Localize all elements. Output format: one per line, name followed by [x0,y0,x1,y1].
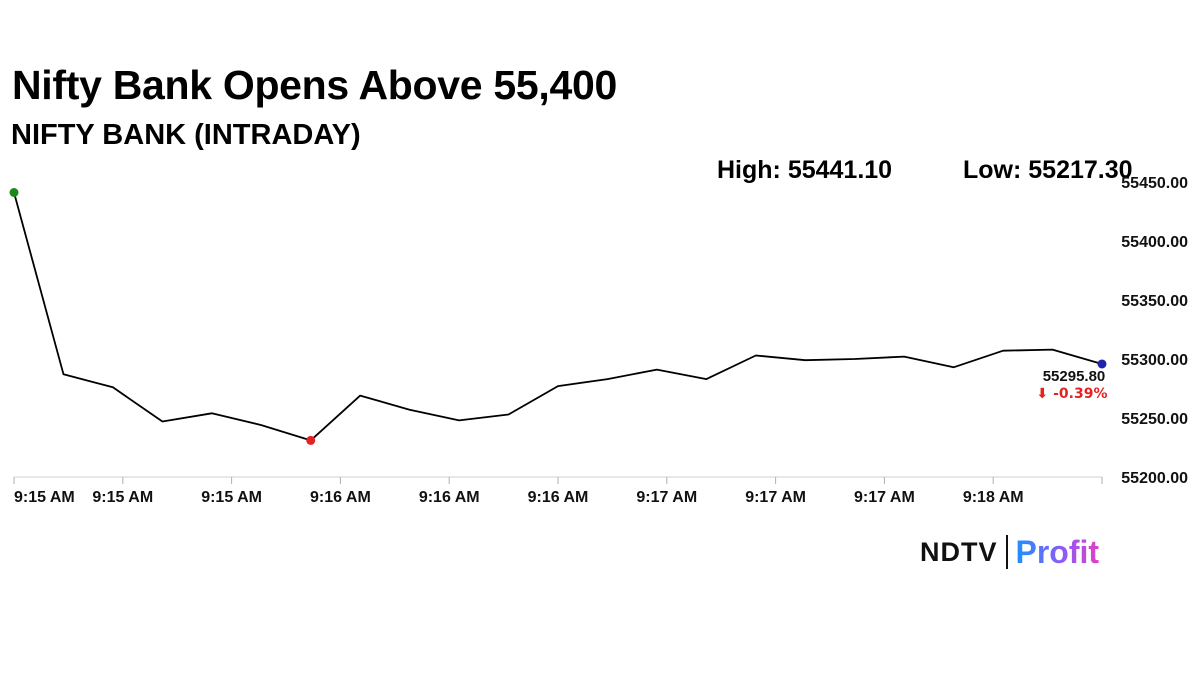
series-line [13,192,1103,442]
x-tick-label: 9:17 AM [745,489,806,506]
x-tick-label: 9:17 AM [854,489,915,506]
x-tick-label: 9:16 AM [528,489,589,506]
y-tick-label: 55300.00 [1121,352,1188,369]
last-point-marker [1097,359,1107,369]
logo-separator [1005,535,1008,569]
chart-subtitle: NIFTY BANK (INTRADAY) [11,119,361,151]
y-tick-label: 55200.00 [1121,470,1188,487]
low-point-marker [306,435,316,445]
high-value: High: 55441.10 [717,156,893,184]
y-tick-label: 55400.00 [1121,234,1188,251]
ndtv-profit-logo: NDTV Profit [920,534,1099,570]
x-tick-label: 9:16 AM [419,489,480,506]
x-tick-label: 9:16 AM [310,489,371,506]
change-percent-label: ⬇ -0.39% [1037,386,1108,402]
x-tick-label: 9:15 AM [14,489,75,506]
profit-logo-text: Profit [1015,533,1100,570]
low-value: Low: 55217.30 [963,156,1133,184]
y-tick-label: 55450.00 [1121,175,1188,192]
x-tick-label: 9:17 AM [636,489,697,506]
x-tick-label: 9:15 AM [201,489,262,506]
high-point-marker [9,188,19,198]
x-tick-label: 9:18 AM [963,489,1024,506]
chart-title: Nifty Bank Opens Above 55,400 [12,62,617,108]
y-tick-label: 55350.00 [1121,293,1188,310]
last-value-label: 55295.80 [1043,368,1106,385]
x-tick-label: 9:15 AM [92,489,153,506]
ndtv-logo-text: NDTV [920,536,998,567]
y-tick-label: 55250.00 [1121,411,1188,428]
